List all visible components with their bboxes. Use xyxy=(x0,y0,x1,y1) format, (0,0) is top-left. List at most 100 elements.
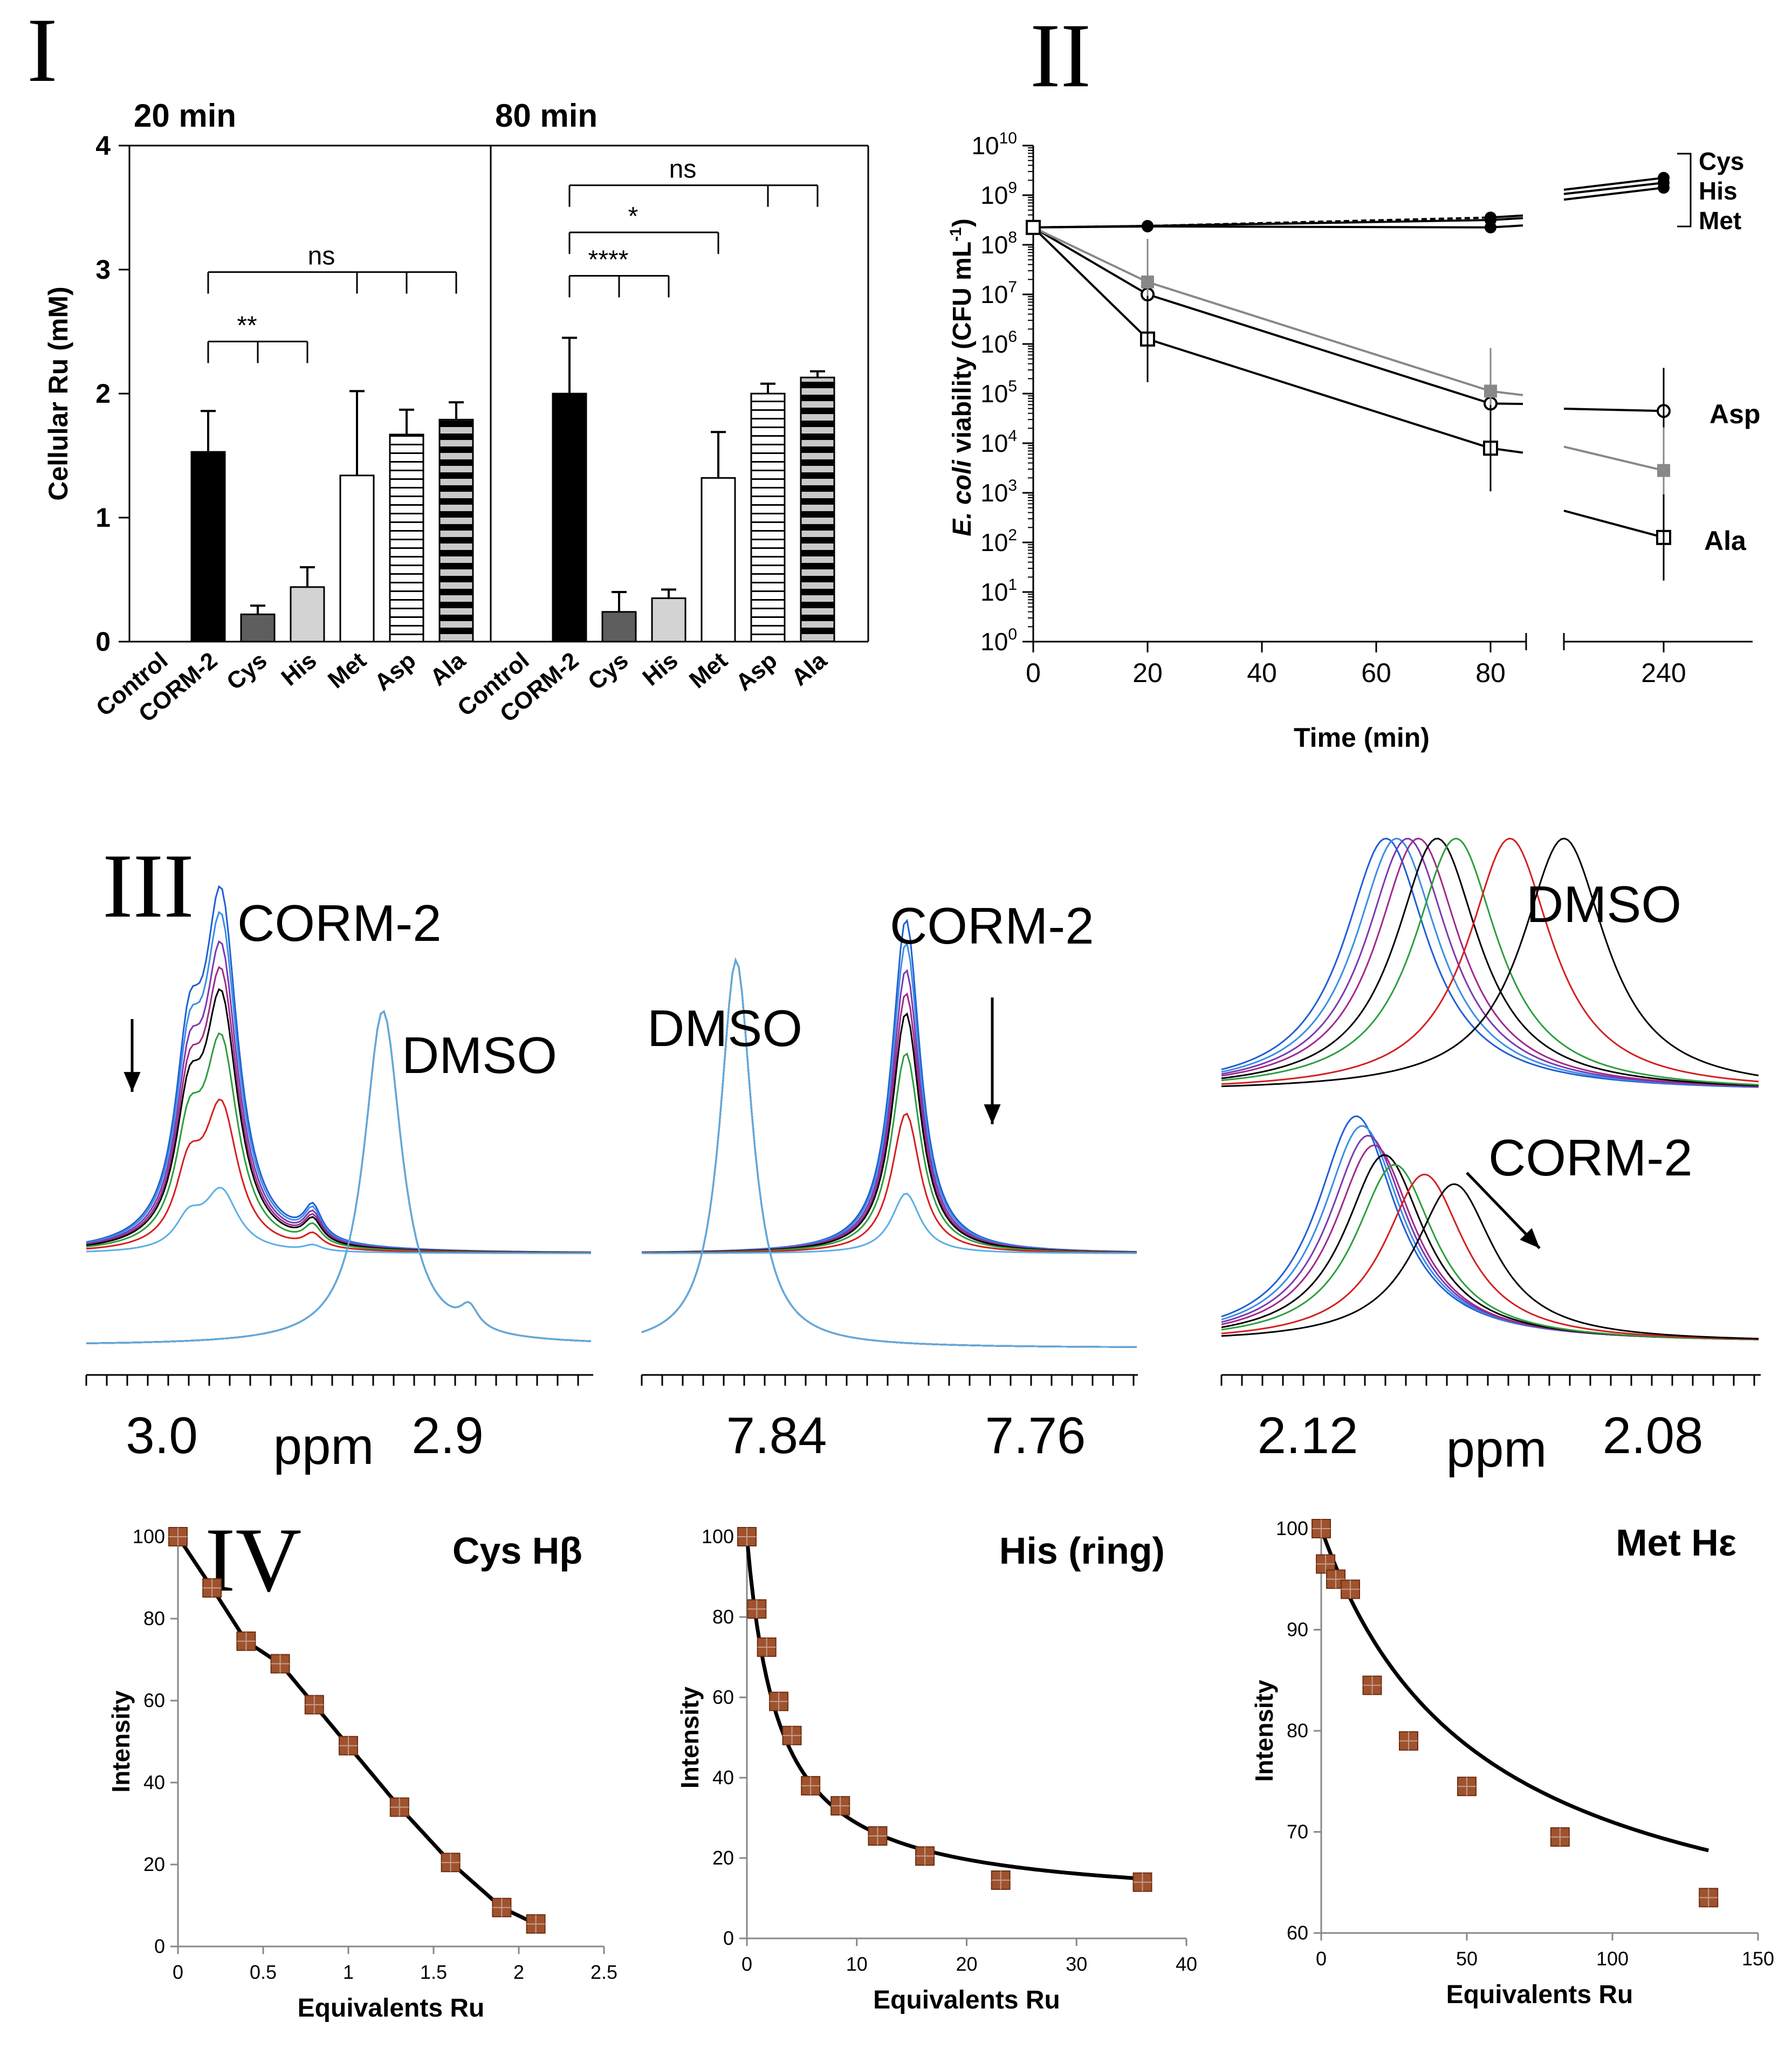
tick-exponent: 10 xyxy=(999,129,1017,147)
y-tick-label: 0 xyxy=(723,1927,734,1949)
titration-IV-b: 0 20 40 60 80 100 0 10 20 30 40 Equivalents Ru Inten… xyxy=(676,1525,1197,2014)
ppm-tick-label: 7.76 xyxy=(985,1407,1086,1464)
x-tick-label: 80 xyxy=(1475,658,1506,688)
series-gray-line xyxy=(1033,226,1491,393)
x-tick-label: 2 xyxy=(513,1961,524,1983)
bar-Cys xyxy=(240,613,276,643)
bar-Cys xyxy=(601,611,637,643)
y-tick-label: 100 xyxy=(702,1525,734,1547)
y-axis-label: Intensity xyxy=(107,1690,135,1793)
y-tick-label: 109 xyxy=(980,179,1017,209)
fit-curve xyxy=(1319,1528,1709,1853)
data-point xyxy=(1142,220,1154,232)
x-tick-label: 240 xyxy=(1641,658,1686,688)
shift-arrow-head xyxy=(1520,1228,1540,1248)
series-His-line xyxy=(1563,182,1664,195)
group-bracket xyxy=(1677,153,1692,228)
tick-base: 10 xyxy=(980,280,1008,308)
tick-base: 10 xyxy=(971,132,999,160)
ppm-tick-label: 2.12 xyxy=(1258,1407,1358,1464)
bar-His xyxy=(651,597,686,643)
series-Met-line xyxy=(1033,225,1491,229)
peak-label: CORM-2 xyxy=(890,897,1094,955)
y-tick-label: 105 xyxy=(980,377,1017,408)
spectrum-trace-corm xyxy=(86,1186,592,1255)
y-tick-label: 108 xyxy=(980,229,1017,259)
spectrum-trace-corm xyxy=(1221,1173,1759,1340)
tick-base: 10 xyxy=(980,479,1008,507)
sig-label: * xyxy=(628,202,638,231)
y-tick-label: 80 xyxy=(143,1607,165,1629)
y-axis-label: Intensity xyxy=(1250,1680,1278,1782)
sig-label: ns xyxy=(669,155,697,184)
chart-title: Cys Hβ xyxy=(452,1530,582,1572)
spectrum-trace-dmso xyxy=(1221,837,1759,1088)
x-tick-label: 20 xyxy=(1132,658,1163,688)
peak-label: DMSO xyxy=(1526,876,1681,933)
y-tick-label: 80 xyxy=(712,1606,734,1628)
y-tick-label: 101 xyxy=(980,576,1017,606)
tick-exponent: 8 xyxy=(1008,229,1017,246)
tick-base: 10 xyxy=(980,578,1008,606)
x-tick-label: Cys xyxy=(222,647,272,695)
x-tick-label: 50 xyxy=(1456,1948,1478,1970)
ppm-axis-label: ppm xyxy=(1446,1420,1547,1478)
x-tick-label: 20 xyxy=(956,1953,977,1975)
panel-label-II: II xyxy=(1030,5,1091,106)
y-tick-label: 80 xyxy=(1287,1719,1308,1742)
y-tick-label: 100 xyxy=(980,625,1017,656)
titration-IV-c: 60 70 80 90 100 0 50 100 150 Equivalents Ru Intens… xyxy=(1250,1517,1774,2009)
tick-exponent: 4 xyxy=(1008,427,1017,445)
spectrum-trace-corm xyxy=(1221,1164,1759,1340)
series-Asp-line xyxy=(1032,226,1491,405)
x-tick-label: Ala xyxy=(786,647,832,691)
y-tick-label: 20 xyxy=(143,1853,165,1875)
x-tick-label: Ala xyxy=(425,647,470,691)
series-gray-line xyxy=(1563,445,1664,472)
spectrum-trace-dmso xyxy=(86,1010,592,1344)
spectrum-trace-corm xyxy=(1221,1183,1759,1340)
ppm-tick-label: 2.9 xyxy=(411,1407,483,1464)
tick-exponent: 0 xyxy=(1008,625,1017,643)
label-asp: Asp xyxy=(1709,399,1760,429)
y-tick-label: 100 xyxy=(133,1525,165,1547)
decrease-arrow-head xyxy=(984,1104,1001,1124)
x-tick-label: Asp xyxy=(369,647,421,696)
y-label-part: E. coli xyxy=(948,459,977,536)
y-tick-label: 1 xyxy=(95,503,111,533)
bar-Asp xyxy=(389,434,424,643)
x-tick-label: His xyxy=(637,647,683,691)
x-tick-label: Met xyxy=(323,647,372,693)
panel-label-I: I xyxy=(27,0,58,101)
tick-exponent: 9 xyxy=(1008,179,1017,197)
tick-base: 10 xyxy=(980,380,1008,408)
y-tick-label: 106 xyxy=(980,328,1017,358)
y-tick-label: 0 xyxy=(154,1935,165,1957)
ppm-tick-label: 3.0 xyxy=(126,1407,197,1464)
tick-base: 10 xyxy=(980,330,1008,358)
bar-His xyxy=(290,586,325,643)
spectrum-trace-dmso xyxy=(641,958,1137,1348)
panel-label-III: III xyxy=(102,835,194,937)
tick-exponent: 7 xyxy=(1008,278,1017,296)
sig-label: **** xyxy=(588,246,629,274)
x-tick-label: Met xyxy=(684,647,733,693)
tick-exponent: 6 xyxy=(1008,328,1017,346)
y-tick-label: 1010 xyxy=(971,129,1017,160)
y-tick-label: 4 xyxy=(95,130,111,161)
decrease-arrow-head xyxy=(123,1072,141,1092)
y-tick-label: 0 xyxy=(95,627,111,657)
x-tick-label: 2.5 xyxy=(591,1961,617,1983)
x-tick-label: 40 xyxy=(1176,1953,1197,1975)
bar-Met xyxy=(701,477,736,643)
y-tick-label: 40 xyxy=(712,1766,734,1788)
ppm-tick-label: 7.84 xyxy=(726,1407,827,1464)
bar-Ala xyxy=(800,376,835,643)
y-tick-label: 20 xyxy=(712,1847,734,1869)
x-tick-label: 0 xyxy=(741,1953,752,1975)
y-tick-label: 90 xyxy=(1287,1619,1308,1641)
x-tick-label: 150 xyxy=(1742,1948,1774,1970)
spectrum-trace-dmso xyxy=(1221,838,1759,1086)
x-tick-label: 1 xyxy=(343,1961,354,1983)
